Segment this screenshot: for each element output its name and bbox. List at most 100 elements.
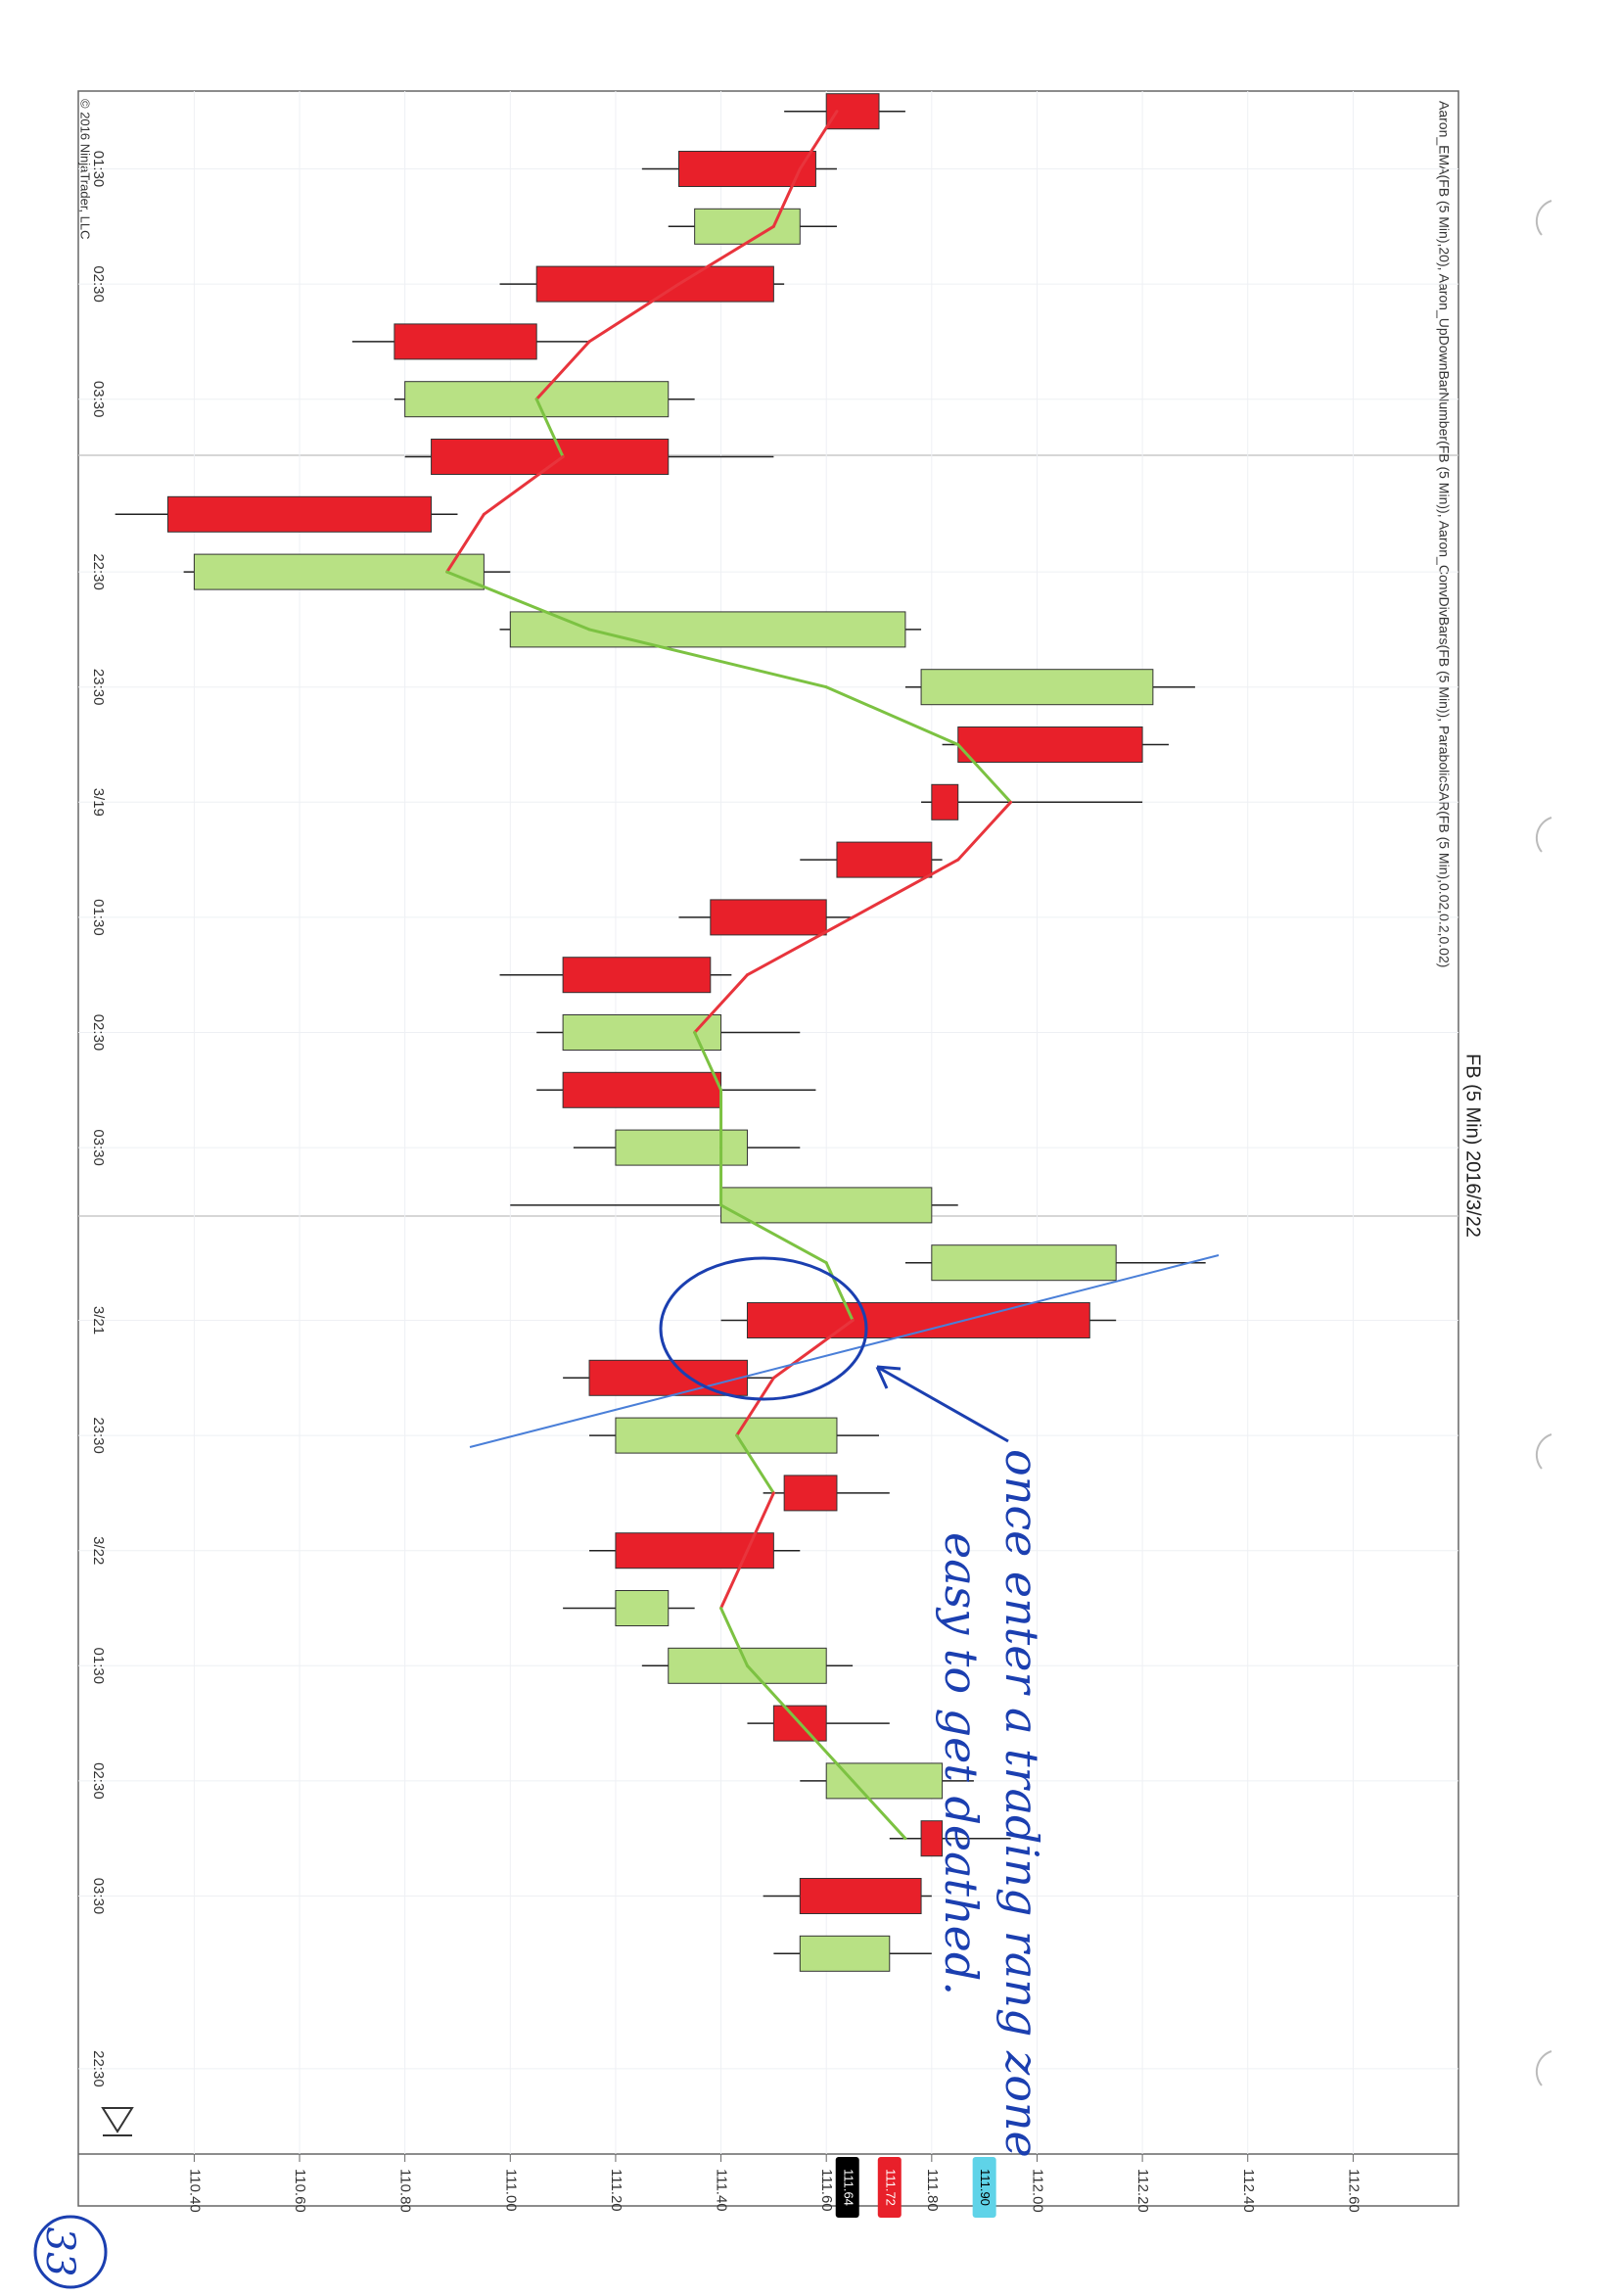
chart: Aaron_EMA(FB (5 Min),20), Aaron_UpDownBa… (78, 91, 1484, 2218)
ema-segment (824, 685, 960, 746)
page-number-circle (33, 2215, 108, 2289)
candle-body (825, 93, 880, 130)
handwritten-note: easy to get deathed. (935, 1532, 988, 1995)
candle-body (562, 1014, 722, 1051)
ema-segment (745, 915, 855, 977)
price-marker (877, 2157, 902, 2218)
x-tick-label: 03:30 (90, 1878, 107, 1915)
hole (1535, 817, 1552, 853)
candle-body (431, 439, 670, 475)
ema-segment (445, 512, 486, 574)
x-tick-label: 3/19 (90, 788, 107, 817)
candle-body (535, 265, 774, 303)
ema-segment (735, 1433, 775, 1495)
y-tick-label: 110.60 (292, 2169, 308, 2213)
candle-body (562, 1071, 722, 1108)
ema-segment (851, 1779, 907, 1841)
x-tick-label: 02:30 (90, 1014, 107, 1052)
candle-body (957, 726, 1143, 763)
y-tick-label: 112.60 (1345, 2169, 1362, 2213)
ema-segment (735, 1376, 775, 1437)
ema-segment (745, 1491, 775, 1553)
y-tick-label: 111.80 (924, 2169, 941, 2212)
candle-body (678, 151, 816, 187)
hole (1535, 1433, 1552, 1470)
ema-segment (745, 1663, 802, 1725)
ema-segment (719, 1549, 749, 1610)
ema-segment (445, 570, 591, 632)
x-tick-label: 01:30 (90, 151, 107, 188)
candle-body (920, 1820, 944, 1857)
candle-body (393, 323, 537, 360)
x-tick-label: 22:30 (90, 553, 107, 590)
ema-segment (798, 1721, 855, 1783)
hole (1535, 2050, 1552, 2086)
punch-holes (1535, 200, 1552, 2086)
y-tick-label: 110.80 (397, 2169, 414, 2213)
candle-body (615, 1532, 774, 1570)
ema-segment (693, 1031, 723, 1092)
candle-body (615, 1590, 670, 1626)
scroll-icon (101, 2107, 134, 2136)
candle-body (720, 1187, 933, 1224)
annotation-arrow (875, 1365, 1009, 1443)
chart-border (77, 90, 1459, 2207)
y-tick-label: 112.00 (1029, 2169, 1045, 2213)
hole (1535, 200, 1552, 236)
ema-segment (824, 1261, 855, 1322)
y-tick-label: 111.20 (608, 2169, 624, 2212)
candle-body (746, 1302, 1090, 1338)
price-marker-label: 111.64 (841, 2169, 856, 2206)
price-marker-label: 111.72 (883, 2169, 898, 2206)
ema-segment (534, 340, 591, 401)
x-tick-label: 23:30 (90, 1417, 107, 1454)
x-tick-label: 03:30 (90, 381, 107, 418)
ema-segment (719, 1203, 828, 1265)
candle-body (710, 899, 827, 936)
ema-segment (587, 628, 828, 689)
ema-segment (798, 110, 839, 170)
x-tick-label: 02:30 (90, 1762, 107, 1800)
circle-annotation (659, 1256, 868, 1401)
ema-segment (851, 858, 960, 919)
candle-body (825, 1762, 944, 1800)
candle-body (931, 783, 959, 820)
candle-body (615, 1129, 748, 1166)
candle-body (615, 1417, 838, 1454)
candle-body (562, 957, 712, 994)
ema-segment (693, 973, 749, 1034)
ema-segment (534, 398, 565, 458)
price-marker (972, 2157, 996, 2218)
price-marker (835, 2157, 859, 2218)
price-marker-label: 111.90 (978, 2169, 993, 2206)
y-tick-label: 112.40 (1240, 2169, 1257, 2213)
candle-body (799, 1935, 891, 1972)
y-tick-label: 111.00 (502, 2169, 519, 2212)
x-tick-label: 01:30 (90, 1648, 107, 1685)
y-tick-label: 111.60 (818, 2169, 835, 2212)
x-tick-label: 01:30 (90, 899, 107, 936)
candle-body (166, 495, 433, 533)
candle-body (799, 1878, 922, 1914)
chart-title: FB (5 Min) 2016/3/22 (1462, 1054, 1484, 1238)
handwritten-note: once enter a trading rang zone (995, 1449, 1048, 2158)
candle-body (783, 1475, 838, 1512)
candle-body (931, 1244, 1117, 1282)
ema-segment (771, 1319, 855, 1380)
candle-body (920, 669, 1154, 706)
y-tick-label: 110.40 (186, 2169, 203, 2213)
candle-body (588, 1359, 748, 1396)
x-tick-label: 3/22 (90, 1536, 107, 1565)
x-tick-label: 22:30 (90, 2050, 107, 2087)
ema-segment (677, 224, 775, 286)
candle-body (193, 553, 485, 590)
ema-segment (956, 743, 1013, 804)
y-tick-label: 112.20 (1134, 2169, 1151, 2213)
x-tick-label: 3/21 (90, 1306, 107, 1335)
x-tick-label: 23:30 (90, 669, 107, 706)
ema-segment (587, 282, 681, 344)
candle-body (694, 208, 801, 245)
indicator-list: Aaron_EMA(FB (5 Min),20), Aaron_UpDownBa… (1436, 101, 1452, 967)
